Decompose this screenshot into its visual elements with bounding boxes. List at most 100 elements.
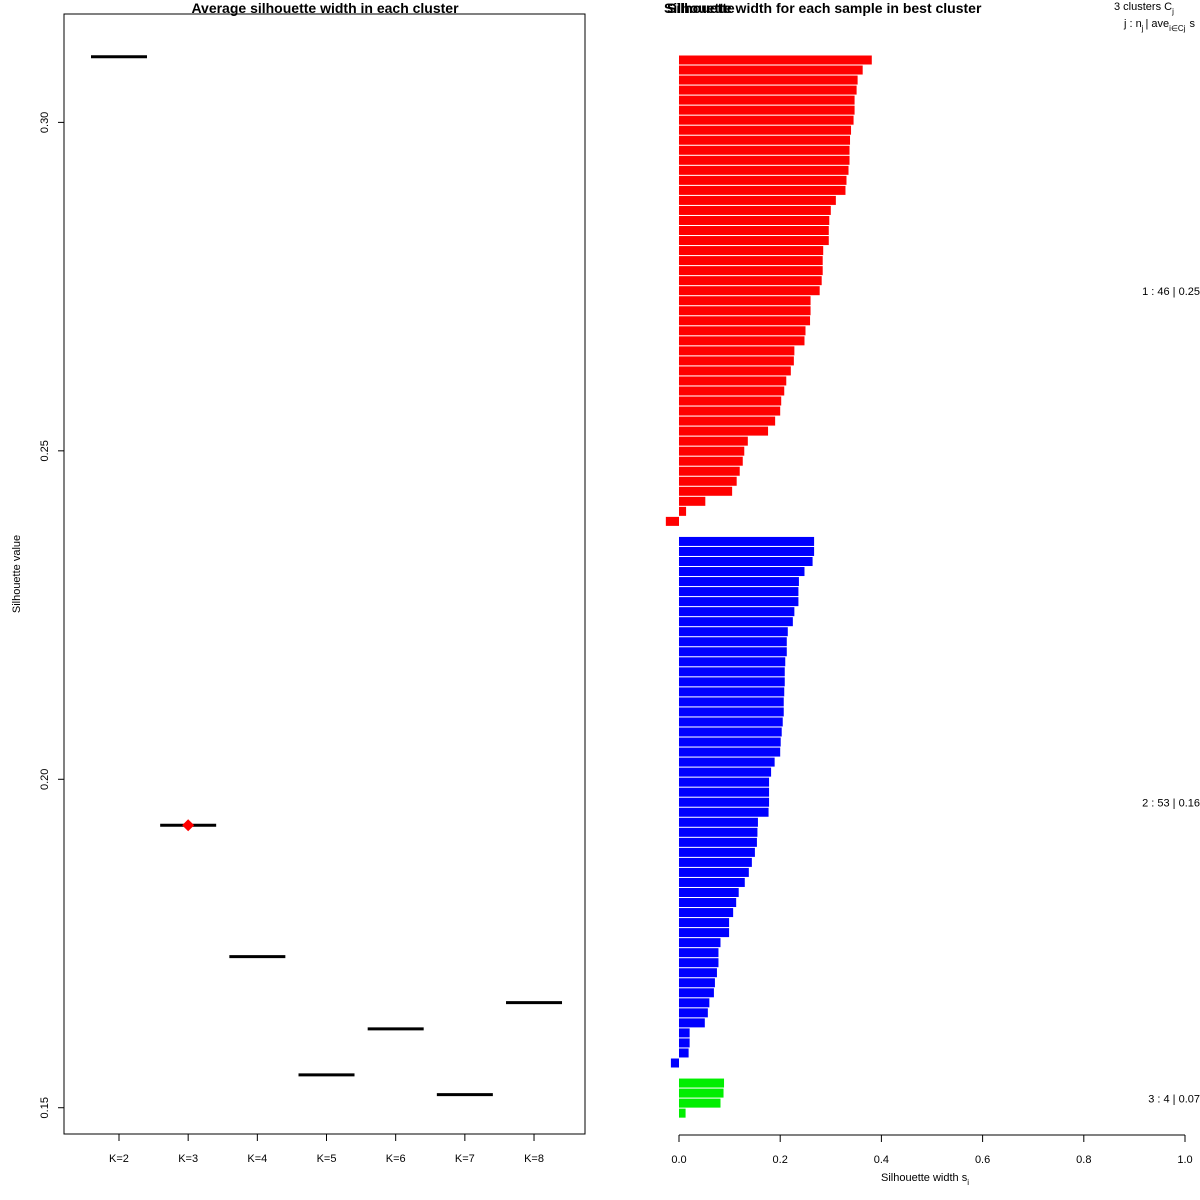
silhouette-bar-cluster-1 [679,296,811,306]
cluster-summary-labels: 1 : 46 | 0.25 2 : 53 | 0.16 3 : 4 | 0.07 [1142,286,1200,1105]
left-x-tick-label: K=5 [317,1153,337,1165]
silhouette-bar-cluster-2 [679,647,787,657]
silhouette-bar-cluster-1 [679,366,791,376]
left-y-tick-label: 0.30 [39,112,51,133]
silhouette-bar-cluster-2 [679,727,782,737]
silhouette-bar-cluster-2 [679,757,775,767]
silhouette-bar-cluster-3 [679,1098,721,1108]
left-x-tick-label: K=4 [247,1153,267,1165]
silhouette-bar-cluster-2 [679,627,788,637]
silhouette-bar-cluster-1 [679,195,836,205]
silhouette-bar-cluster-1 [679,496,706,506]
silhouette-bar-cluster-2 [679,667,785,677]
silhouette-bar-cluster-1 [679,215,830,225]
silhouette-bar-cluster-1 [679,185,846,195]
silhouette-bar-cluster-1 [679,175,847,185]
right-x-tick-label: 0.6 [975,1154,990,1166]
silhouette-bar-cluster-1 [679,55,872,65]
left-x-tick-label: K=2 [109,1153,129,1165]
silhouette-bar-cluster-1 [679,266,823,276]
silhouette-bar-cluster-2 [679,697,784,707]
silhouette-bar-cluster-1 [679,436,748,446]
right-x-tick-label: 0.2 [773,1154,788,1166]
silhouette-bar-cluster-2 [679,587,799,597]
avg-silhouette-panel: Average silhouette width in each cluster… [11,0,586,1165]
silhouette-bar-cluster-2 [679,1048,689,1058]
silhouette-bars-panel: Silhouette width for each sample in best… [664,0,1200,1187]
silhouette-bar-cluster-1 [679,456,743,466]
silhouette-bar-cluster-1 [665,516,679,526]
silhouette-bar-cluster-1 [679,506,687,516]
left-x-axis: K=2 K=3 K=4 K=5 K=6 K=7 K=8 [109,1134,544,1165]
cluster-summary-label: 3 : 4 | 0.07 [1148,1094,1200,1106]
silhouette-bar-cluster-2 [679,908,734,918]
silhouette-bar-cluster-1 [679,476,737,486]
silhouette-bar-cluster-2 [679,617,793,627]
right-x-tick-label: 1.0 [1177,1154,1192,1166]
silhouette-bar-cluster-3 [679,1078,725,1088]
silhouette-bar-cluster-2 [679,557,813,566]
silhouette-bar-cluster-1 [679,446,745,456]
silhouette-bar-cluster-2 [679,898,737,908]
silhouette-bar-cluster-2 [679,988,714,998]
silhouette-bar-cluster-2 [679,536,815,546]
silhouette-bar-cluster-1 [679,326,806,336]
legend-subheader-tail: s [1189,18,1195,30]
right-x-tick-label: 0.0 [671,1154,686,1166]
silhouette-bar-cluster-2 [679,777,770,787]
silhouette-bar-cluster-2 [679,577,799,587]
silhouette-bar-cluster-2 [679,597,799,607]
right-x-axis-label: Silhouette width si [881,1172,969,1187]
left-y-axis: 0.15 0.20 0.25 0.30 [39,112,64,1118]
silhouette-bar-cluster-1 [679,226,829,236]
silhouette-bar-cluster-2 [679,767,772,777]
left-y-tick-label: 0.15 [39,1097,51,1118]
silhouette-bar-cluster-2 [679,918,730,928]
silhouette-bar-cluster-2 [679,968,717,978]
silhouette-bar-cluster-2 [679,707,784,717]
silhouette-bar-cluster-1 [679,165,849,175]
silhouette-bar-cluster-1 [679,125,852,135]
left-x-tick-label: K=8 [524,1153,544,1165]
silhouette-bar-cluster-1 [679,336,805,346]
silhouette-bar-cluster-2 [679,717,783,727]
left-x-tick-label: K=3 [178,1153,198,1165]
right-overlap-title: Silhouette [667,0,735,16]
silhouette-bar-cluster-2 [679,1028,690,1038]
silhouette-bar-cluster-1 [679,145,850,155]
silhouette-bar-cluster-1 [679,246,824,256]
silhouette-bar-cluster-1 [679,316,811,326]
silhouette-bar-cluster-1 [679,135,851,145]
silhouette-bar-cluster-2 [679,817,758,827]
silhouette-bar-cluster-1 [679,346,795,356]
silhouette-bar-cluster-2 [679,747,781,757]
silhouette-bar-cluster-2 [679,677,785,687]
right-data-bars [665,55,872,1118]
legend-subheader-sub: j [1141,24,1144,33]
silhouette-bar-cluster-1 [679,416,776,426]
silhouette-bar-cluster-1 [679,85,857,95]
silhouette-bar-cluster-2 [679,657,786,667]
silhouette-bar-cluster-2 [679,847,755,857]
legend-subheader-text: j : n [1123,18,1142,30]
silhouette-bar-cluster-2 [679,938,721,948]
left-plot-frame [63,13,586,1135]
silhouette-bar-cluster-2 [679,948,719,958]
cluster-summary-label: 1 : 46 | 0.25 [1142,286,1200,298]
left-chart-title: Average silhouette width in each cluster [191,0,459,16]
silhouette-bar-cluster-1 [679,95,855,105]
silhouette-bar-cluster-1 [679,396,782,406]
silhouette-bar-cluster-1 [679,256,823,266]
silhouette-bar-cluster-1 [679,286,820,296]
silhouette-bar-cluster-2 [679,867,749,877]
left-y-axis-label: Silhouette value [11,535,23,613]
silhouette-bar-cluster-2 [679,1018,705,1028]
cluster-summary-label: 2 : 53 | 0.16 [1142,798,1200,810]
silhouette-bar-cluster-1 [679,486,733,496]
left-data-marks [91,55,563,1097]
silhouette-bar-cluster-2 [679,807,769,817]
silhouette-bar-cluster-1 [679,356,794,366]
silhouette-bar-cluster-2 [679,567,805,577]
silhouette-bar-cluster-1 [679,75,858,85]
silhouette-bar-cluster-2 [679,637,787,647]
